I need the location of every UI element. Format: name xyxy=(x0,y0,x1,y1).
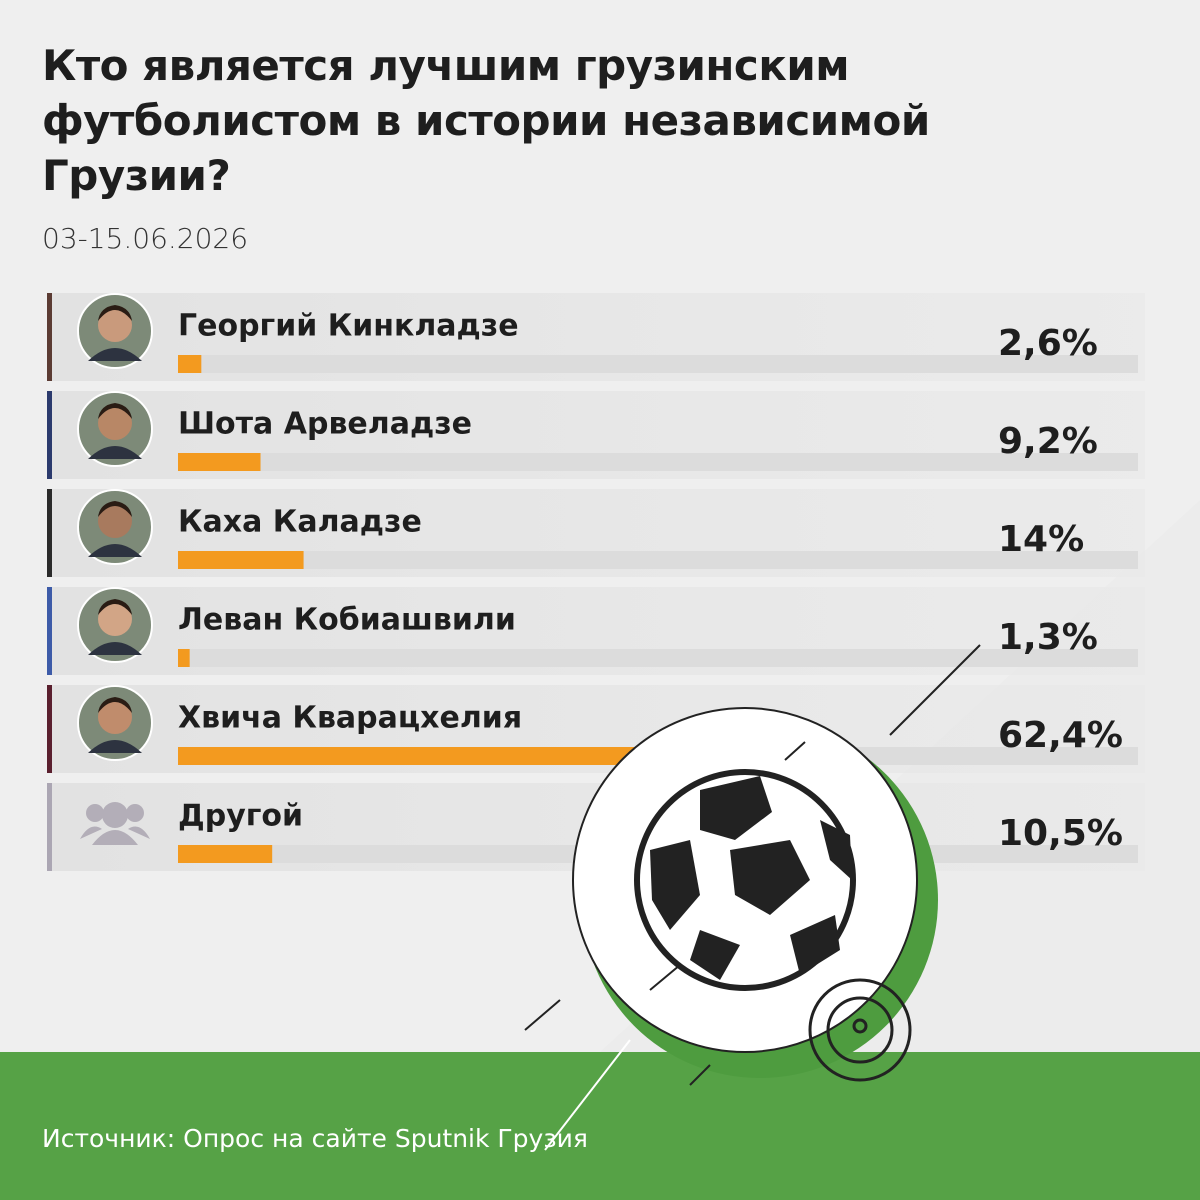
value-label: 62,4% xyxy=(998,715,1123,756)
avatar-hair xyxy=(98,403,132,419)
row-strip xyxy=(47,783,52,871)
bar xyxy=(178,551,304,569)
avatar-body xyxy=(88,544,142,557)
value-label: 10,5% xyxy=(998,813,1123,854)
avatar-group xyxy=(80,826,150,845)
avatar-face xyxy=(98,602,132,636)
bar-track xyxy=(178,649,1138,667)
category-label: Шота Арвеладзе xyxy=(178,407,472,442)
avatar-body xyxy=(88,642,142,655)
category-label: Георгий Кинкладзе xyxy=(178,309,519,344)
value-label: 9,2% xyxy=(998,421,1098,462)
bar-track xyxy=(178,453,1138,471)
avatar-body xyxy=(88,446,142,459)
category-label: Хвича Кварацхелия xyxy=(178,701,522,736)
avatar-face xyxy=(98,504,132,538)
value-label: 2,6% xyxy=(998,323,1098,364)
avatar-person xyxy=(86,804,104,822)
avatar-hair xyxy=(98,599,132,615)
row: Леван Кобиашвили 1,3% xyxy=(47,587,1145,675)
avatar xyxy=(77,685,153,761)
bar-track xyxy=(178,551,1138,569)
category-label: Каха Каладзе xyxy=(178,505,422,540)
avatar-body xyxy=(88,348,142,361)
avatar-person xyxy=(102,802,128,828)
avatar-person xyxy=(126,804,144,822)
bar xyxy=(178,453,261,471)
category-label: Леван Кобиашвили xyxy=(178,603,516,638)
avatar-hair xyxy=(98,697,132,713)
avatar xyxy=(80,802,150,845)
chart-subtitle: 03-15.06.2026 xyxy=(42,222,249,255)
chart-title: Кто является лучшим грузинским футболист… xyxy=(42,41,930,200)
row-strip xyxy=(47,587,52,675)
avatar xyxy=(77,587,153,663)
row: Каха Каладзе 14% xyxy=(47,489,1145,577)
bar xyxy=(178,355,202,373)
avatar xyxy=(77,489,153,565)
row: Шота Арвеладзе 9,2% xyxy=(47,391,1145,479)
avatar-face xyxy=(98,406,132,440)
green-band xyxy=(0,1052,1200,1200)
row-strip xyxy=(47,489,52,577)
avatar-hair xyxy=(98,501,132,517)
source-note: Источник: Опрос на сайте Sputnik Грузия xyxy=(42,1124,588,1153)
avatar xyxy=(77,293,153,369)
bar-track xyxy=(178,355,1138,373)
value-label: 1,3% xyxy=(998,617,1098,658)
row-strip xyxy=(47,391,52,479)
row-strip xyxy=(47,685,52,773)
row: Хвича Кварацхелия 62,4% xyxy=(47,685,1145,773)
category-label: Другой xyxy=(178,799,303,834)
value-label: 14% xyxy=(998,519,1084,560)
avatar xyxy=(77,391,153,467)
avatar-face xyxy=(98,308,132,342)
row: Георгий Кинкладзе 2,6% xyxy=(47,293,1145,381)
bar xyxy=(178,747,738,765)
row-strip xyxy=(47,293,52,381)
avatar-hair xyxy=(98,305,132,321)
ball-decoration xyxy=(524,644,981,1151)
avatar-face xyxy=(98,700,132,734)
avatar-body xyxy=(88,740,142,753)
bar xyxy=(178,845,273,863)
bar xyxy=(178,649,190,667)
